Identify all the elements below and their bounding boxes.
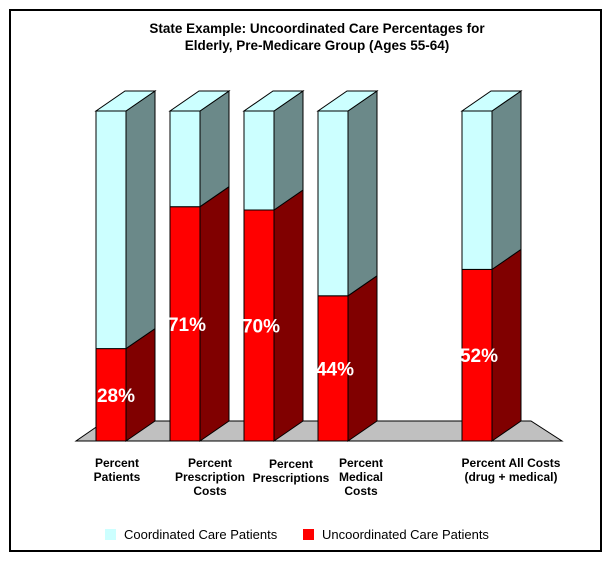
category-label-line: Percent [339, 456, 383, 470]
legend-swatch-uncoordinated [303, 529, 314, 540]
bar-3 [242, 90, 305, 442]
category-label-3: Percent Prescriptions [253, 457, 330, 485]
bar-segment-uncoordinated [461, 268, 493, 442]
category-label-line: Percent [188, 456, 232, 470]
category-label-line: Costs [193, 484, 227, 498]
data-label-3: 70% [242, 317, 280, 338]
category-label-1: Percent Patients [94, 456, 141, 484]
bar-top-face [460, 90, 523, 112]
bar-side-uncoordinated [347, 274, 378, 442]
data-label-4: 44% [316, 359, 354, 380]
chart-title: State Example: Uncoordinated Care Percen… [149, 21, 485, 53]
bar-side-uncoordinated [491, 248, 522, 442]
bar-4 [316, 90, 379, 442]
bar-segment-uncoordinated [243, 209, 275, 442]
category-label-line: Percent [95, 456, 139, 470]
bar-5 [460, 90, 523, 442]
data-label-5: 52% [460, 346, 498, 367]
legend-swatch-coordinated [105, 529, 116, 540]
bar-2 [168, 90, 231, 442]
bar-side-coordinated [125, 90, 156, 350]
bar-segment-uncoordinated [317, 295, 349, 442]
bar-top-face [316, 90, 379, 112]
bar-segment-coordinated [169, 110, 201, 208]
category-label-line: Percent [269, 457, 313, 471]
data-label-1: 28% [97, 386, 135, 407]
bar-1 [94, 90, 157, 442]
category-label-4: Percent Medical Costs [339, 456, 383, 498]
bar-segment-coordinated [243, 110, 275, 211]
bar-segment-coordinated [317, 110, 349, 297]
bar-segment-uncoordinated [95, 348, 127, 442]
bar-top-face [168, 90, 231, 112]
category-label-line: Percent All Costs [462, 456, 561, 470]
category-label-2: Percent Prescription Costs [175, 456, 245, 498]
chart-title-line-1: State Example: Uncoordinated Care Percen… [149, 21, 485, 36]
data-labels: 28% 71% 70% 44% 52% [97, 315, 498, 407]
legend-label-coordinated: Coordinated Care Patients [124, 527, 278, 542]
category-label-line: Costs [344, 484, 378, 498]
bar-segment-coordinated [461, 110, 493, 270]
bar-top-face [94, 90, 157, 112]
bar-side-coordinated [273, 90, 304, 211]
category-label-line: Prescription [175, 470, 245, 484]
bar-side-uncoordinated [273, 189, 304, 442]
bar-segment-coordinated [95, 110, 127, 350]
chart-title-line-2: Elderly, Pre-Medicare Group (Ages 55-64) [185, 38, 450, 53]
bars [94, 90, 523, 442]
category-label-5: Percent All Costs (drug + medical) [462, 456, 561, 484]
bar-top-face [242, 90, 305, 112]
bar-side-uncoordinated [199, 185, 230, 442]
category-label-line: Prescriptions [253, 471, 330, 485]
bar-side-coordinated [347, 90, 378, 297]
legend-label-uncoordinated: Uncoordinated Care Patients [322, 527, 489, 542]
category-label-line: Medical [339, 470, 383, 484]
bar-segment-uncoordinated [169, 206, 201, 442]
category-label-line: Patients [94, 470, 141, 484]
bar-side-coordinated [491, 90, 522, 271]
data-label-2: 71% [168, 315, 206, 336]
category-label-line: (drug + medical) [464, 470, 557, 484]
legend: Coordinated Care Patients Uncoordinated … [105, 527, 489, 542]
